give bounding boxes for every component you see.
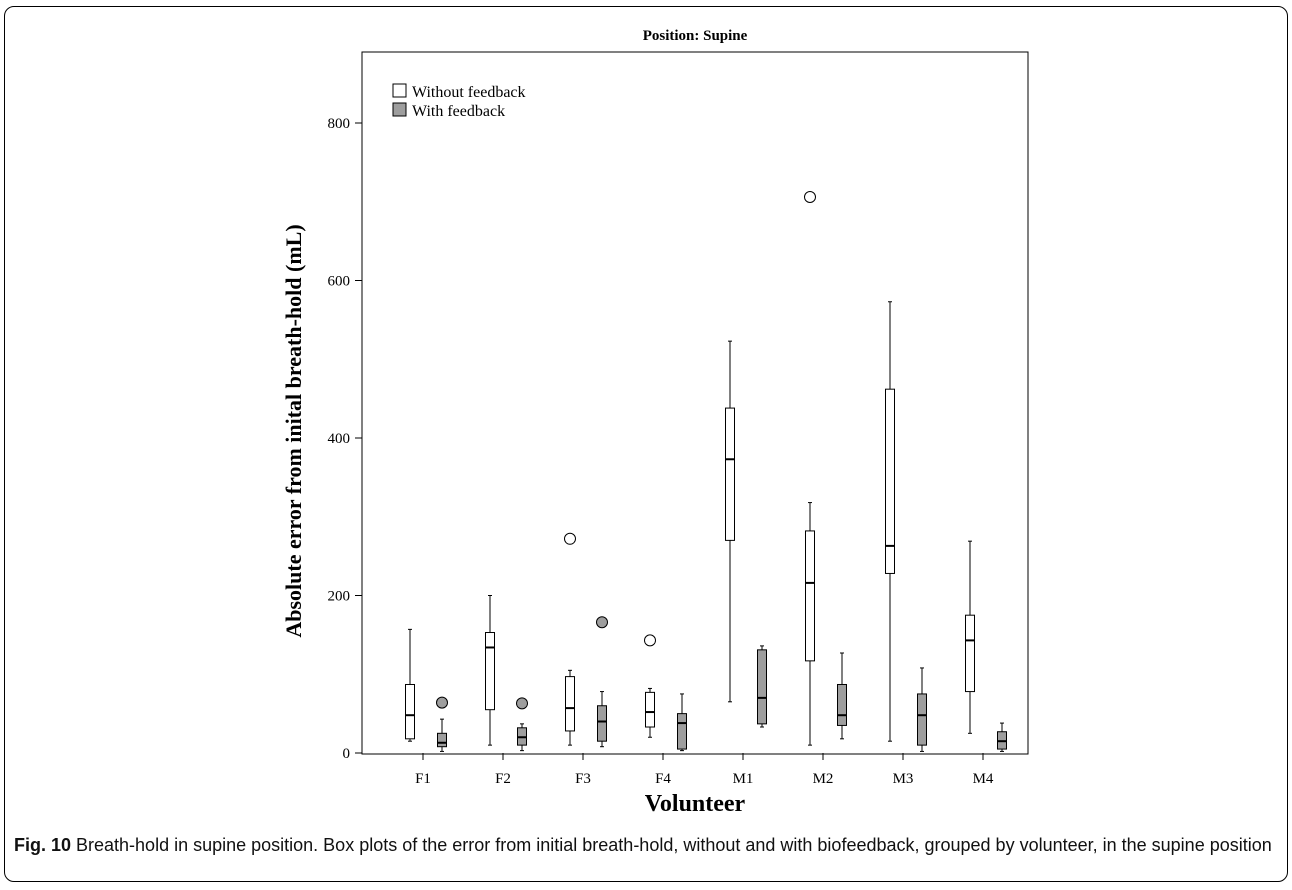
outlier-point (644, 634, 656, 647)
x-axis-label: Volunteer (645, 791, 746, 817)
box-with-feedback (596, 616, 608, 748)
figure-caption: Fig. 10 Breath-hold in supine position. … (14, 833, 1276, 857)
x-tick-label: F2 (495, 771, 511, 787)
x-tick-label: F1 (415, 771, 431, 787)
y-tick-label: 800 (328, 116, 351, 132)
y-tick-label: 200 (328, 589, 351, 605)
box-with-feedback (997, 722, 1007, 752)
box-without-feedback (405, 628, 415, 742)
outlier-point (804, 191, 816, 204)
box-without-feedback (644, 634, 656, 738)
box-iqr (965, 614, 975, 693)
outlier-point (436, 696, 448, 709)
box-without-feedback (725, 340, 735, 703)
plot-area (361, 51, 1029, 755)
box-without-feedback (885, 301, 895, 742)
box-with-feedback (516, 697, 528, 752)
y-axis-label: Absolute error from inital breath-hold (… (281, 224, 306, 637)
chart: Position: Supine 0 200 400 600 800 F1 F2 F3 F4 M… (281, 28, 1029, 817)
box-with-feedback (436, 696, 448, 752)
box-without-feedback (965, 540, 975, 734)
caption-text: Breath-hold in supine position. Box plot… (71, 835, 1272, 855)
x-tick-label: M3 (893, 771, 914, 787)
x-tick-label: M1 (733, 771, 754, 787)
box-plots (405, 191, 1007, 752)
y-tick-label: 600 (328, 274, 351, 290)
legend-label-without-feedback: Without feedback (412, 84, 526, 101)
x-tick-label: F3 (575, 771, 591, 787)
box-iqr (437, 732, 447, 748)
figure-frame (4, 6, 1288, 882)
box-without-feedback (564, 532, 576, 746)
box-iqr (805, 530, 815, 662)
box-iqr (645, 691, 655, 728)
box-without-feedback (804, 191, 816, 746)
caption-label: Fig. 10 (14, 835, 72, 855)
outlier-point (596, 616, 608, 629)
box-iqr (597, 705, 607, 742)
outlier-point (516, 697, 528, 710)
box-iqr (565, 676, 575, 732)
legend-swatch-without-feedback (392, 83, 407, 98)
x-tick-label: M2 (813, 771, 834, 787)
box-iqr (885, 388, 895, 574)
legend-label-with-feedback: With feedback (412, 103, 505, 120)
box-iqr (837, 683, 847, 726)
box-iqr (485, 632, 495, 711)
x-tick-label: M4 (973, 771, 994, 787)
box-with-feedback (677, 693, 687, 752)
outlier-point (564, 532, 576, 545)
y-tick-label: 0 (343, 746, 351, 762)
box-with-feedback (917, 667, 927, 752)
box-with-feedback (757, 645, 767, 728)
box-with-feedback (837, 652, 847, 740)
legend: Without feedback With feedback (392, 83, 526, 120)
box-without-feedback (485, 595, 495, 746)
legend-swatch-with-feedback (392, 102, 407, 117)
y-tick-label: 400 (328, 431, 351, 447)
box-iqr (405, 683, 415, 740)
box-iqr (725, 407, 735, 541)
box-iqr (917, 693, 927, 746)
x-tick-label: F4 (655, 771, 671, 787)
box-iqr (677, 713, 687, 750)
box-iqr (757, 649, 767, 725)
x-axis: F1 F2 F3 F4 M1 M2 M3 M4 (415, 753, 994, 787)
chart-title: Position: Supine (643, 28, 748, 44)
y-axis: 0 200 400 600 800 (328, 116, 362, 762)
